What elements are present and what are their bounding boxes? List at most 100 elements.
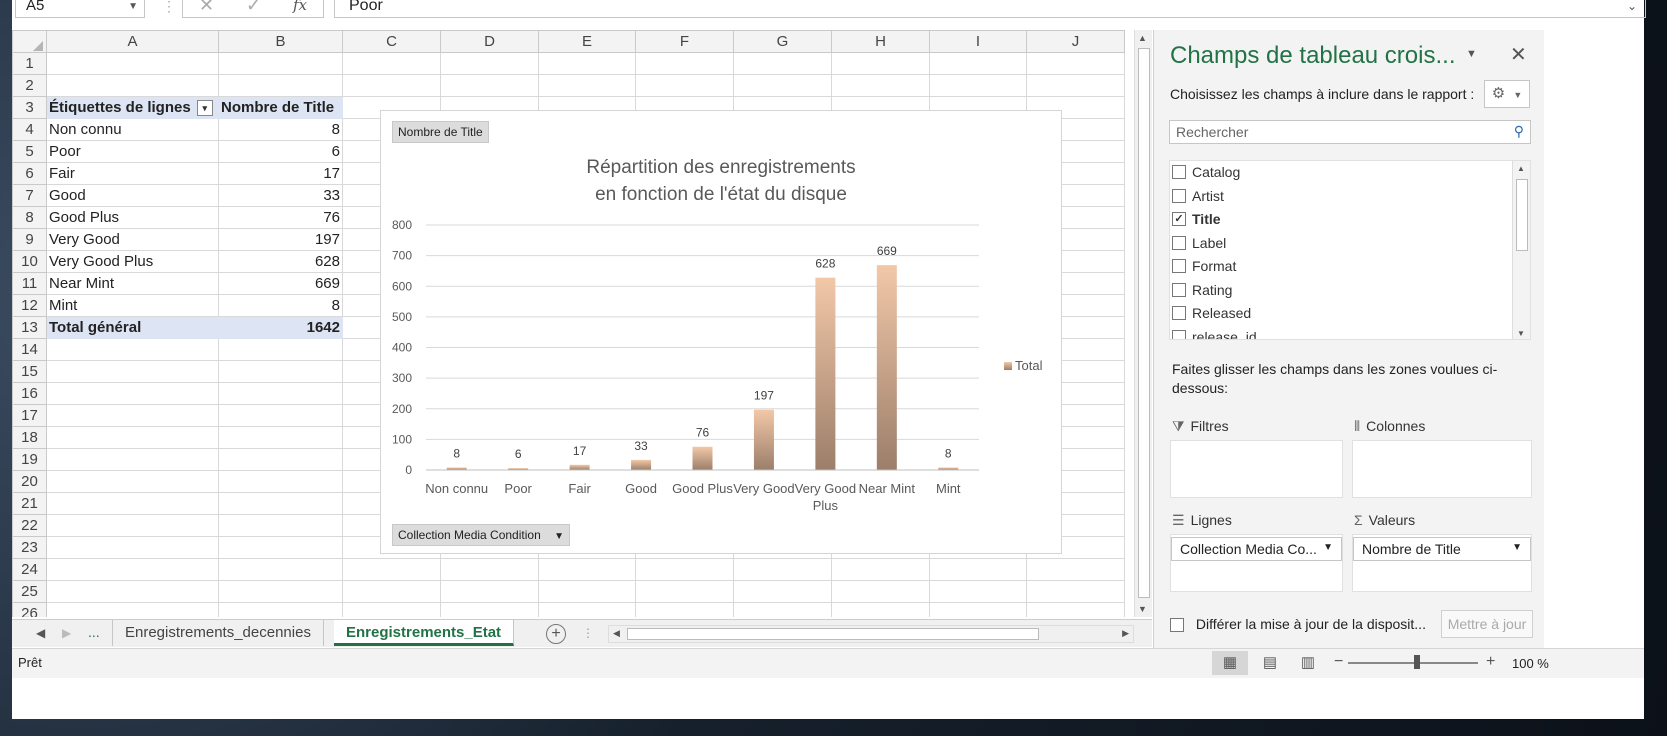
field-list-settings-button[interactable]: ⚙ ▼ bbox=[1484, 80, 1530, 108]
horizontal-scroll-thumb[interactable] bbox=[627, 628, 1039, 640]
expand-formula-icon[interactable]: ⌄ bbox=[1626, 0, 1637, 13]
chart-axis-field-button[interactable]: Collection Media Condition ▼ bbox=[392, 524, 570, 546]
cell[interactable] bbox=[440, 580, 539, 603]
field-checkbox[interactable] bbox=[1172, 329, 1186, 339]
cell[interactable] bbox=[218, 580, 343, 603]
values-field-dropdown[interactable]: Nombre de Title ▼ bbox=[1353, 537, 1531, 561]
cell[interactable] bbox=[831, 52, 930, 75]
cell[interactable] bbox=[46, 382, 219, 405]
search-icon[interactable]: ⚲ bbox=[1513, 123, 1524, 139]
cell[interactable] bbox=[929, 52, 1027, 75]
row-header[interactable]: 20 bbox=[12, 470, 47, 493]
field-item-title[interactable]: ✓ Title bbox=[1170, 208, 1530, 232]
column-header-i[interactable]: I bbox=[929, 30, 1027, 53]
cell[interactable] bbox=[218, 492, 343, 515]
formula-input[interactable]: Poor ⌄ bbox=[334, 0, 1646, 18]
sheet-tab-enregistrements-decennies[interactable]: Enregistrements_decennies bbox=[112, 620, 324, 646]
row-header[interactable]: 16 bbox=[12, 382, 47, 405]
cell[interactable] bbox=[46, 558, 219, 581]
add-sheet-button[interactable]: + bbox=[546, 624, 566, 644]
cell[interactable] bbox=[831, 558, 930, 581]
pivot-row-value[interactable]: 8 bbox=[218, 294, 343, 317]
cell[interactable] bbox=[218, 602, 343, 617]
cell[interactable] bbox=[733, 558, 832, 581]
scroll-up-icon[interactable]: ▲ bbox=[1517, 164, 1525, 173]
cell[interactable] bbox=[1026, 580, 1125, 603]
chevron-down-icon[interactable]: ▼ bbox=[128, 1, 138, 12]
zoom-slider-handle[interactable] bbox=[1414, 655, 1420, 669]
page-break-view-button[interactable]: ▥ bbox=[1290, 651, 1326, 675]
row-header[interactable]: 15 bbox=[12, 360, 47, 383]
horizontal-scrollbar[interactable]: ◀ ▶ bbox=[608, 625, 1134, 643]
cell[interactable] bbox=[342, 558, 441, 581]
row-header[interactable]: 3 bbox=[12, 96, 47, 119]
select-all-corner[interactable] bbox=[12, 30, 47, 53]
column-header-a[interactable]: A bbox=[46, 30, 219, 53]
scroll-right-icon[interactable]: ▶ bbox=[1122, 628, 1129, 638]
row-header[interactable]: 12 bbox=[12, 294, 47, 317]
field-list-scrollbar[interactable]: ▲ ▼ bbox=[1512, 161, 1530, 339]
pivot-row-label[interactable]: Very Good bbox=[46, 228, 219, 251]
pivot-row-labels-header[interactable]: Étiquettes de lignes ▾ bbox=[46, 96, 219, 119]
pivot-total-value[interactable]: 1642 bbox=[218, 316, 343, 339]
panel-options-chevron-icon[interactable]: ▼ bbox=[1466, 48, 1477, 60]
cell[interactable] bbox=[1026, 558, 1125, 581]
filters-drop-zone[interactable] bbox=[1170, 440, 1343, 498]
field-item-catalog[interactable]: Catalog bbox=[1170, 161, 1530, 185]
cell[interactable] bbox=[218, 470, 343, 493]
pivot-row-label[interactable]: Good bbox=[46, 184, 219, 207]
cell[interactable] bbox=[46, 514, 219, 537]
row-header[interactable]: 6 bbox=[12, 162, 47, 185]
field-checkbox[interactable] bbox=[1172, 259, 1186, 273]
row-header[interactable]: 22 bbox=[12, 514, 47, 537]
defer-update-checkbox[interactable] bbox=[1170, 618, 1184, 633]
field-item-artist[interactable]: Artist bbox=[1170, 185, 1530, 209]
pivot-values-header[interactable]: Nombre de Title bbox=[218, 96, 343, 119]
cell[interactable] bbox=[635, 52, 734, 75]
cell[interactable] bbox=[635, 558, 734, 581]
vertical-scroll-thumb[interactable] bbox=[1138, 48, 1150, 598]
close-icon[interactable]: ✕ bbox=[1510, 44, 1527, 66]
scroll-left-icon[interactable]: ◀ bbox=[613, 628, 620, 638]
cell[interactable] bbox=[218, 514, 343, 537]
cell[interactable] bbox=[218, 52, 343, 75]
row-header[interactable]: 24 bbox=[12, 558, 47, 581]
confirm-icon[interactable]: ✓ bbox=[245, 0, 262, 15]
cell[interactable] bbox=[831, 602, 930, 617]
row-header[interactable]: 5 bbox=[12, 140, 47, 163]
pivot-row-label[interactable]: Mint bbox=[46, 294, 219, 317]
cell[interactable] bbox=[733, 74, 832, 97]
pivot-chart[interactable]: Nombre de Title Répartition des enregist… bbox=[380, 110, 1062, 554]
cell[interactable] bbox=[538, 580, 636, 603]
normal-view-button[interactable]: ▦ bbox=[1212, 651, 1248, 675]
column-header-d[interactable]: D bbox=[440, 30, 539, 53]
field-list-scroll-thumb[interactable] bbox=[1516, 179, 1528, 251]
cell[interactable] bbox=[342, 52, 441, 75]
cancel-icon[interactable]: ✕ bbox=[198, 0, 215, 15]
cell[interactable] bbox=[46, 580, 219, 603]
cell[interactable] bbox=[538, 602, 636, 617]
cell[interactable] bbox=[440, 602, 539, 617]
cell[interactable] bbox=[218, 382, 343, 405]
cell[interactable] bbox=[1026, 52, 1125, 75]
row-header[interactable]: 2 bbox=[12, 74, 47, 97]
update-button[interactable]: Mettre à jour bbox=[1441, 610, 1533, 638]
row-header[interactable]: 7 bbox=[12, 184, 47, 207]
row-header[interactable]: 8 bbox=[12, 206, 47, 229]
cell[interactable] bbox=[46, 602, 219, 617]
column-header-f[interactable]: F bbox=[635, 30, 734, 53]
cell[interactable] bbox=[46, 536, 219, 559]
cell[interactable] bbox=[733, 580, 832, 603]
cell[interactable] bbox=[342, 602, 441, 617]
insert-function-icon[interactable]: fx bbox=[292, 0, 307, 14]
pivot-row-value[interactable]: 17 bbox=[218, 162, 343, 185]
pivot-row-label[interactable]: Poor bbox=[46, 140, 219, 163]
cell[interactable] bbox=[218, 448, 343, 471]
row-header[interactable]: 18 bbox=[12, 426, 47, 449]
cell[interactable] bbox=[342, 74, 441, 97]
cell[interactable] bbox=[46, 52, 219, 75]
pivot-row-label[interactable]: Good Plus bbox=[46, 206, 219, 229]
cell[interactable] bbox=[1026, 602, 1125, 617]
pivot-row-value[interactable]: 76 bbox=[218, 206, 343, 229]
column-header-g[interactable]: G bbox=[733, 30, 832, 53]
